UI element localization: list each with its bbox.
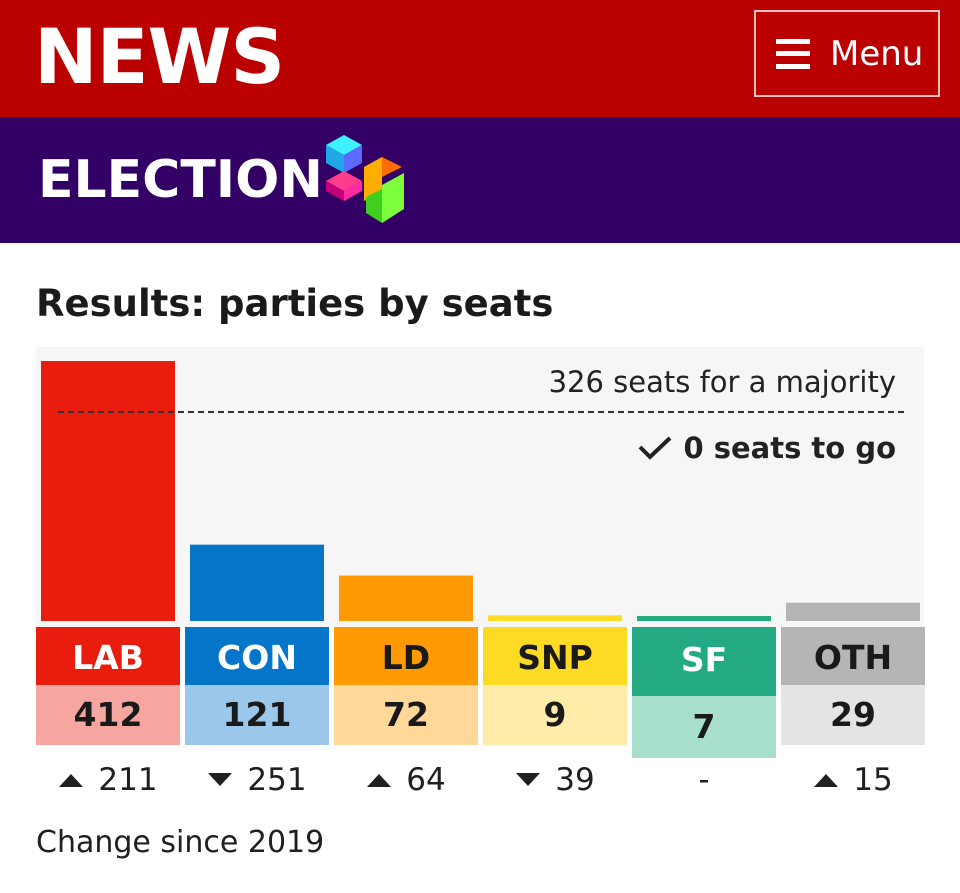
bar-lab [41,361,175,621]
chart-area [36,347,924,627]
party-change-ld: 64 [334,758,478,802]
election-banner [0,117,960,243]
change-value: 15 [853,762,893,798]
majority-line [58,411,904,413]
party-seats: 412 [36,685,180,745]
party-change-lab: 211 [36,758,180,802]
party-change-snp: 39 [483,758,627,802]
party-name: CON [185,627,329,685]
party-seats: 7 [632,696,776,758]
arrow-up-icon [367,774,392,787]
change-value: 39 [555,762,595,798]
majority-label: 326 seats for a majority [548,365,896,399]
arrow-down-icon [516,773,541,786]
party-card-ld[interactable]: LD 72 [334,627,478,745]
party-name: LAB [36,627,180,685]
bar-sf [637,616,771,621]
seats-to-go: 0 seats to go [637,430,896,466]
party-card-sf[interactable]: SF 7 [632,627,776,758]
party-change-sf: - [632,758,776,802]
change-footnote: Change since 2019 [36,825,325,860]
party-seats: 121 [185,685,329,745]
party-seats: 72 [334,685,478,745]
arrow-down-icon [208,773,233,786]
party-card-oth[interactable]: OTH 29 [781,627,925,745]
top-bar [0,0,960,117]
arrow-up-icon [59,774,84,787]
election-title: ELECTION [38,150,323,210]
page-title: Results: parties by seats [36,282,554,325]
seats-bar-chart [41,361,920,621]
menu-button[interactable]: Menu [754,10,940,97]
party-name: SNP [483,627,627,685]
news-logo[interactable]: NEWS [34,12,285,101]
party-card-snp[interactable]: SNP 9 [483,627,627,745]
check-icon [639,436,672,460]
change-value: - [698,762,710,798]
party-seats: 9 [483,685,627,745]
change-value: 64 [406,762,446,798]
party-card-con[interactable]: CON 121 [185,627,329,745]
bar-oth [786,602,920,621]
menu-label: Menu [830,33,924,74]
seats-to-go-label: 0 seats to go [683,431,896,465]
party-name: OTH [781,627,925,685]
party-name: LD [334,627,478,685]
arrow-up-icon [814,774,839,787]
bar-snp [488,615,622,621]
change-value: 251 [247,762,307,798]
change-value: 211 [98,762,158,798]
bar-ld [339,575,473,621]
party-change-con: 251 [185,758,329,802]
party-change-oth: 15 [781,758,925,802]
hamburger-icon [776,38,810,69]
bar-con [190,544,324,621]
election-24-logo-icon [326,135,404,223]
party-seats: 29 [781,685,925,745]
party-name: SF [632,627,776,696]
party-card-lab[interactable]: LAB 412 [36,627,180,745]
